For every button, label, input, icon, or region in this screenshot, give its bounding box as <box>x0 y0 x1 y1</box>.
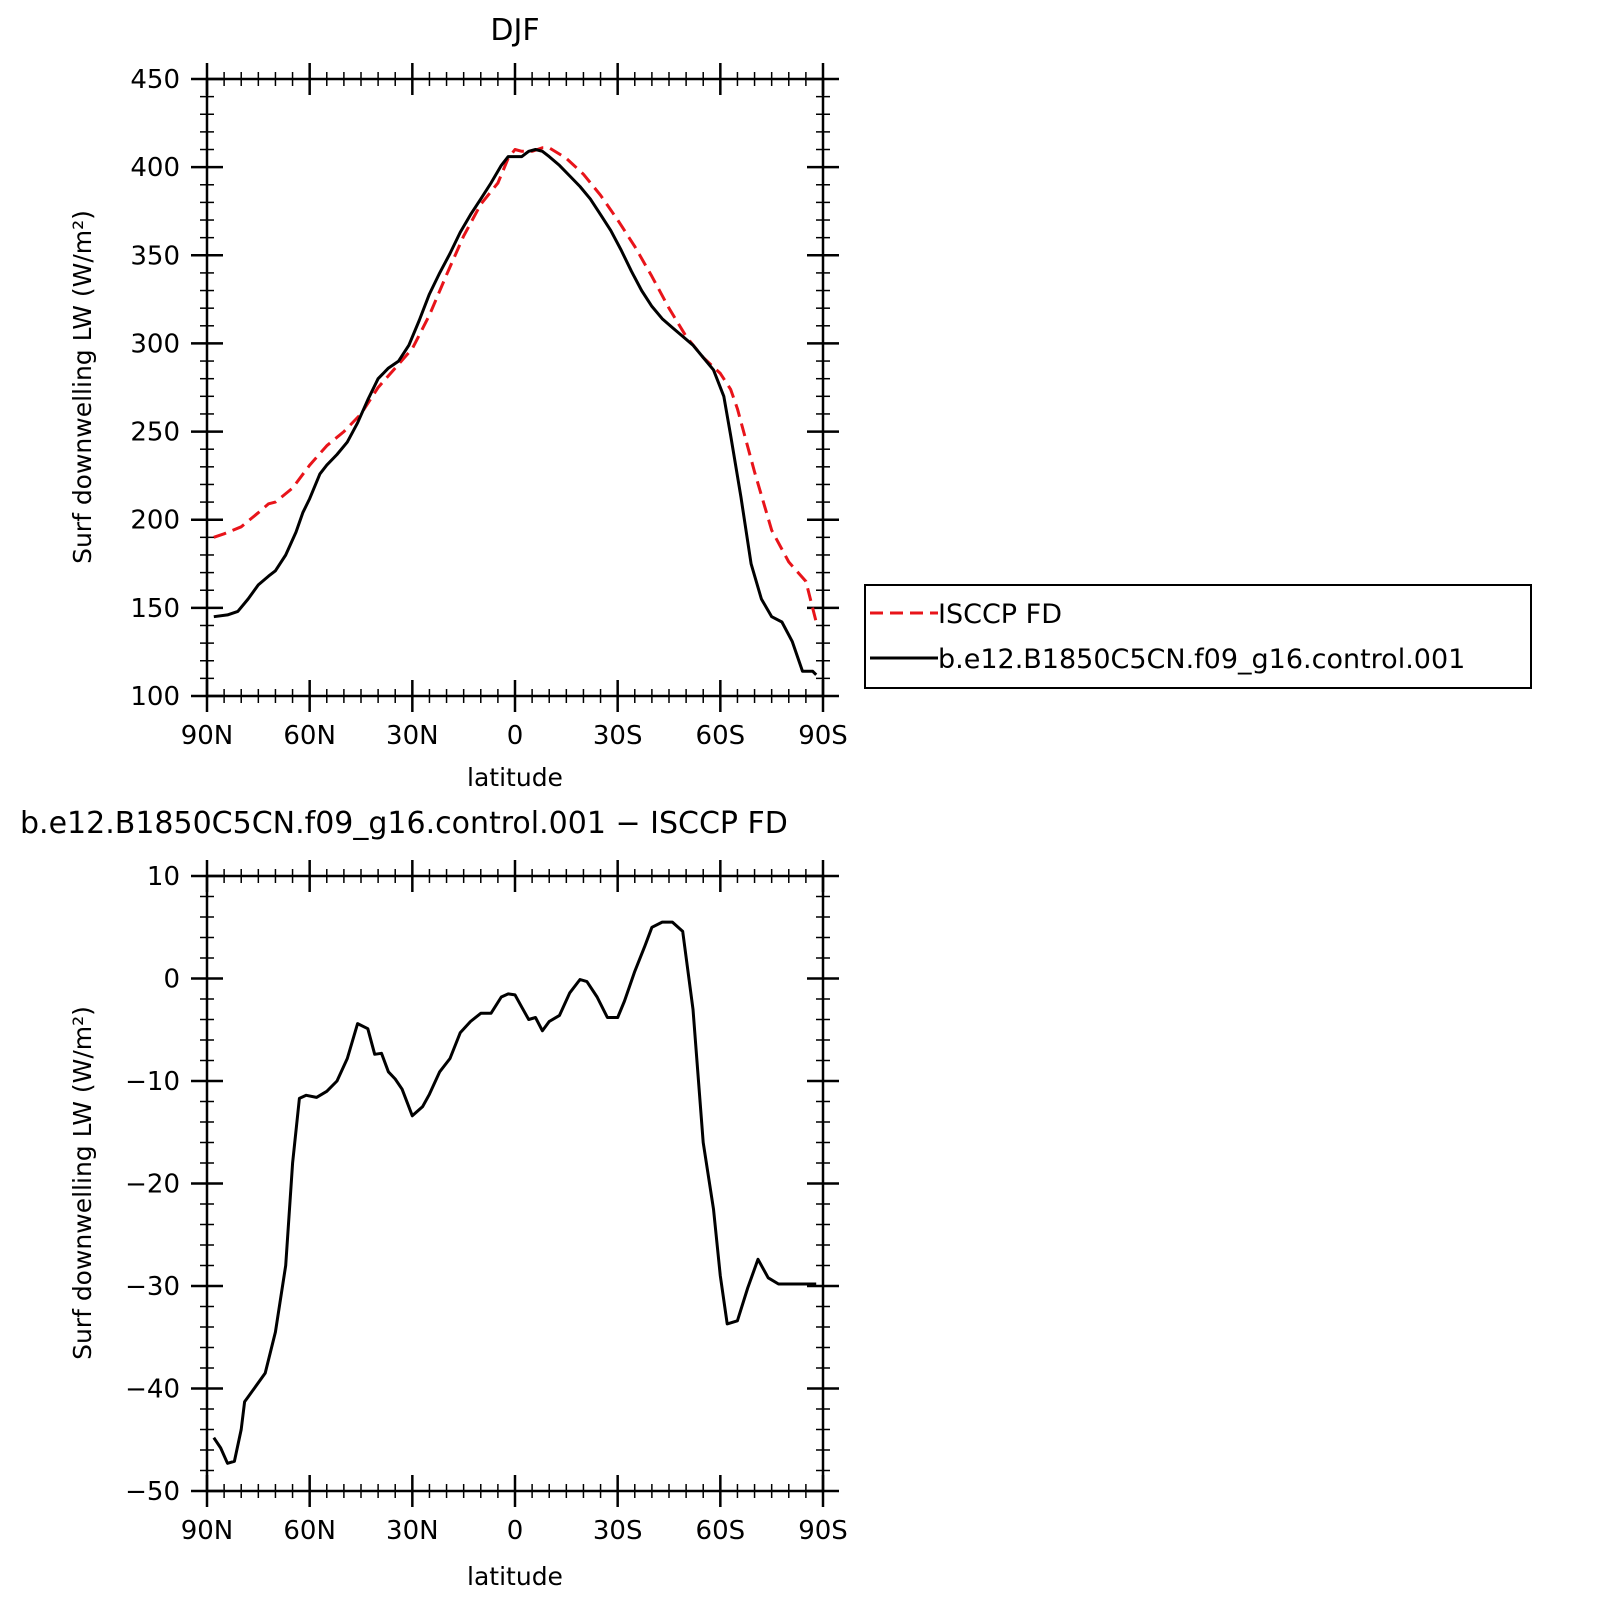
bottom-y-tick-label: −30 <box>125 1272 180 1302</box>
bottom-x-tick-label: 90S <box>798 1516 848 1546</box>
top-title: DJF <box>490 13 539 48</box>
top-x-tick-label: 0 <box>507 721 524 751</box>
top-x-tick-label: 60S <box>696 721 746 751</box>
bottom-x-tick-label: 30S <box>593 1516 643 1546</box>
bottom-x-axis-label: latitude <box>467 1562 563 1591</box>
legend-box <box>864 584 1532 689</box>
top-x-tick-label: 90S <box>798 721 848 751</box>
bottom-title: b.e12.B1850C5CN.f09_g16.control.001 − IS… <box>20 806 788 841</box>
legend-label-isccp-fd: ISCCP FD <box>938 599 1062 630</box>
legend: ISCCP FD b.e12.B1850C5CN.f09_g16.control.… <box>864 584 1532 689</box>
bottom-series-line-model <box>212 920 817 1465</box>
top-y-tick-label: 450 <box>130 65 180 95</box>
bottom-y-tick-label: −10 <box>125 1067 180 1097</box>
bottom-y-tick-label: −50 <box>125 1477 180 1507</box>
bottom-y-tick-label: 0 <box>163 965 180 995</box>
top-y-tick-label: 100 <box>130 682 180 712</box>
bottom-plot-frame <box>205 874 825 1493</box>
top-x-axis-label: latitude <box>467 763 563 792</box>
top-series-line-isccp-fd <box>213 146 818 623</box>
bottom-chart-difference: b.e12.B1850C5CN.f09_g16.control.001 − IS… <box>20 806 848 1591</box>
top-y-tick-label: 400 <box>130 153 180 183</box>
top-y-axis-label: Surf downwelling LW (W/m²) <box>68 210 97 564</box>
bottom-x-tick-label: 30N <box>386 1516 439 1546</box>
bottom-x-tick-label: 0 <box>507 1516 524 1546</box>
legend-label-model: b.e12.B1850C5CN.f09_g16.control.001 <box>938 644 1465 675</box>
top-y-tick-label: 300 <box>130 329 180 359</box>
top-y-tick-label: 250 <box>130 418 180 448</box>
top-x-tick-label: 90N <box>181 721 234 751</box>
top-x-tick-label: 60N <box>283 721 336 751</box>
top-y-tick-label: 200 <box>130 506 180 536</box>
bottom-x-tick-label: 60N <box>283 1516 336 1546</box>
bottom-y-tick-label: 10 <box>147 862 180 892</box>
top-x-tick-label: 30S <box>593 721 643 751</box>
bottom-y-tick-label: −40 <box>125 1375 180 1405</box>
top-x-tick-label: 30N <box>386 721 439 751</box>
top-y-tick-label: 150 <box>130 594 180 624</box>
bottom-y-axis-label: Surf downwelling LW (W/m²) <box>68 1006 97 1360</box>
top-y-tick-label: 350 <box>130 241 180 271</box>
bottom-x-tick-label: 60S <box>696 1516 746 1546</box>
top-chart-djf: DJF 100 150 200 250 300 350 400 450 90N 60N 30N 0 30S… <box>68 13 848 792</box>
bottom-x-tick-label: 90N <box>181 1516 234 1546</box>
bottom-y-tick-label: −20 <box>125 1170 180 1200</box>
top-series-line-model <box>213 148 818 676</box>
